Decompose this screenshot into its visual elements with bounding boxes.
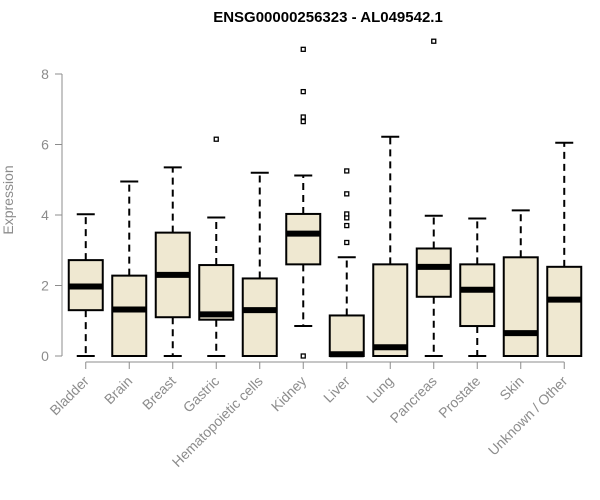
y-axis: 0 2 4 6 8 [41, 66, 63, 364]
outlier-point [300, 46, 306, 52]
y-tick-label: 0 [41, 348, 49, 364]
box-iqr [372, 263, 409, 358]
box-lung [372, 135, 409, 358]
box-bladder [67, 213, 104, 357]
box-iqr [328, 314, 365, 357]
box-iqr [198, 264, 235, 321]
box-iqr [459, 263, 496, 328]
box-hematopoietic-cells [241, 171, 278, 358]
box-unknown-other [546, 141, 583, 358]
chart-title: ENSG00000256323 - AL049542.1 [213, 9, 443, 26]
box-pancreas [415, 38, 452, 357]
y-tick-label: 6 [41, 137, 49, 153]
box-kidney [285, 46, 322, 359]
box-prostate [459, 217, 496, 357]
y-tick-label: 2 [41, 278, 49, 294]
box-iqr [502, 256, 539, 357]
x-tick-label: Lung [363, 373, 396, 406]
outlier-point [300, 114, 306, 120]
x-tick-label: Breast [139, 373, 179, 413]
outlier-point [344, 222, 350, 229]
x-tick-label: Prostate [435, 373, 483, 421]
x-tick-label: Skin [496, 373, 527, 404]
box-skin [502, 209, 539, 357]
box-iqr [241, 277, 278, 358]
outlier-point [300, 118, 306, 125]
outlier-point [344, 191, 350, 197]
outlier-point [344, 211, 350, 217]
outlier-point [213, 136, 219, 142]
x-tick-label: Liver [320, 373, 353, 406]
x-tick-label: Unknown / Other [485, 373, 571, 459]
box-breast [154, 166, 191, 357]
outlier-point [300, 88, 306, 95]
y-axis-label: Expression [0, 165, 16, 234]
box-gastric [198, 136, 235, 357]
x-tick-label: Pancreas [387, 373, 440, 426]
box-brain [111, 180, 148, 358]
boxes-group [67, 38, 583, 359]
box-iqr [285, 212, 322, 266]
outlier-point [300, 353, 306, 359]
x-tick-label: Brain [101, 373, 135, 407]
x-tick-label: Gastric [180, 373, 223, 416]
outlier-point [344, 168, 350, 174]
box-iqr [546, 265, 583, 358]
y-tick-label: 8 [41, 66, 49, 82]
x-tick-label: Kidney [268, 373, 310, 415]
y-tick-label: 4 [41, 207, 49, 223]
box-iqr [111, 274, 148, 358]
x-tick-label: Bladder [46, 373, 92, 419]
box-liver [328, 168, 365, 358]
outlier-point [431, 38, 437, 44]
box-iqr [415, 247, 452, 298]
outlier-point [344, 239, 350, 246]
